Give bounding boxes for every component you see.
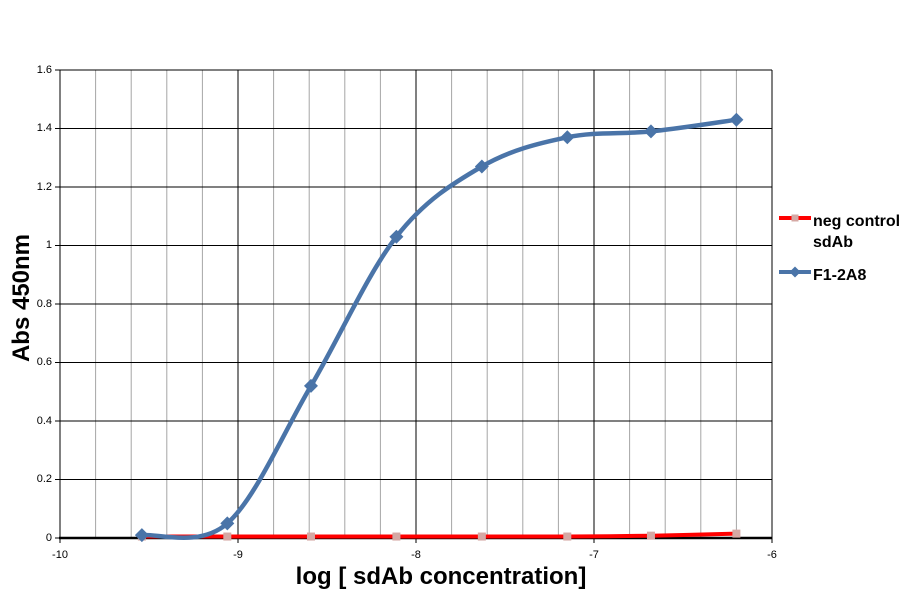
- y-tick-label: 1.6: [36, 63, 52, 76]
- x-tick-label: -8: [411, 549, 421, 561]
- data-point-marker: [223, 532, 232, 541]
- y-tick-label: 0.2: [36, 473, 52, 485]
- data-point-marker: [389, 229, 404, 244]
- data-point-marker: [563, 532, 572, 541]
- data-point-marker: [646, 531, 655, 540]
- series-curve-1: [139, 117, 739, 541]
- data-point-marker: [732, 529, 741, 538]
- legend-item: neg control sdAb: [779, 211, 914, 253]
- data-point-marker: [134, 528, 149, 543]
- y-tick-label: 0.4: [36, 414, 52, 427]
- y-tick-label: 0.8: [36, 297, 52, 310]
- legend-item: F1-2A8: [779, 265, 914, 286]
- data-point-marker: [306, 532, 315, 541]
- data-point-marker: [474, 159, 489, 174]
- data-point-marker: [729, 112, 744, 127]
- data-point-marker: [392, 532, 401, 541]
- data-point-marker: [643, 124, 658, 139]
- legend-line-diamond-marker-icon: [779, 266, 811, 278]
- y-tick-label: 1.2: [36, 180, 52, 193]
- data-point-marker: [560, 130, 575, 145]
- legend-swatch: [779, 214, 811, 229]
- legend-item-label: neg control sdAb: [813, 213, 901, 251]
- y-tick-label: 1.4: [36, 122, 52, 134]
- x-tick-label: -6: [767, 549, 777, 561]
- data-point-marker: [303, 378, 318, 393]
- x-axis-title: log [ sdAb concentration]: [295, 563, 587, 590]
- data-point-marker: [477, 532, 486, 541]
- legend-swatch: [779, 266, 811, 283]
- legend-line-square-marker-icon: [779, 214, 811, 222]
- y-tick-label: 0.6: [36, 356, 52, 368]
- y-tick-label: 0: [45, 531, 52, 544]
- legend-item-label: F1-2A8: [813, 267, 867, 284]
- series-curve-0: [139, 531, 739, 539]
- data-point-marker: [220, 516, 235, 531]
- x-tick-label: -9: [233, 549, 243, 561]
- y-tick-label: 1: [45, 239, 52, 251]
- x-tick-label: -7: [589, 549, 599, 561]
- x-tick-label: -10: [52, 549, 68, 561]
